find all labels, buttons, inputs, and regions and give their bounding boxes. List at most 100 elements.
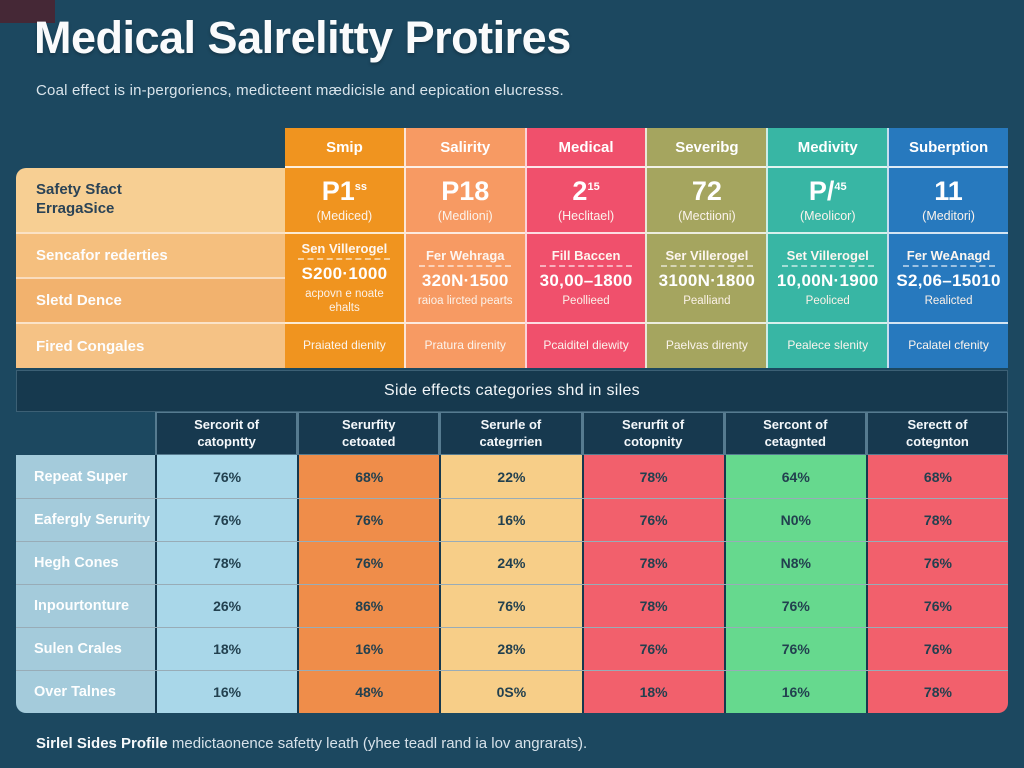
profile-footnote-cell: Pealece slenity <box>766 322 888 368</box>
score-sup: 45 <box>834 181 847 194</box>
footer-note: Sirlel Sides Profile medictaonence safet… <box>36 735 587 752</box>
header-line2: catopntty <box>197 433 256 449</box>
profile-column-header: Medical <box>524 128 646 168</box>
profile-row-label: Sletd Dence <box>16 277 285 322</box>
matrix-row: Eafergly Serurity 76% 76% 16% 76% N0% 78… <box>16 498 1008 541</box>
profile-score-cell: 11 (Meditori) <box>887 168 1008 232</box>
matrix-cell: 26% <box>155 585 298 627</box>
matrix-cell: 22% <box>439 455 582 498</box>
profile-column-header: Severibg <box>645 128 767 168</box>
matrix-cell: N0% <box>723 499 866 541</box>
header-line2: cetagnted <box>764 433 826 449</box>
matrix-cell: 76% <box>439 585 582 627</box>
footnote-text: Praiated dienity <box>303 338 386 353</box>
detail-value: S200·1000 <box>301 263 388 283</box>
matrix-cell: 76% <box>155 455 298 498</box>
matrix-cell: 76% <box>155 499 298 541</box>
detail-note: Peollieed <box>562 294 610 307</box>
matrix-cell: N8% <box>723 542 866 584</box>
detail-note: acpovn e noate ehalts <box>305 287 384 314</box>
matrix-row-label: Over Talnes <box>16 671 155 713</box>
matrix-column-header: Serurfit of cotopnity <box>581 412 724 455</box>
detail-title: Sen Villerogel <box>301 240 388 256</box>
profile-footnote-cell: Pratura direnity <box>403 322 525 368</box>
matrix-row-label: Hegh Cones <box>16 542 155 584</box>
profile-row-label: Fired Congales <box>16 322 285 368</box>
score-unit: (Mediced) <box>316 208 373 223</box>
matrix-cell: 76% <box>581 628 724 670</box>
profile-detail-cell: Set Villerogel 10,00N·1900 Peoliced <box>766 232 888 322</box>
dashed-divider <box>540 264 633 267</box>
matrix-cell: 76% <box>723 585 866 627</box>
profile-table-header-row: Smip Salirity Medical Severibg Medivity … <box>285 128 1008 168</box>
matrix-row: Inpourtonture 26% 86% 76% 78% 76% 76% <box>16 584 1008 627</box>
dashed-divider <box>298 257 391 260</box>
header-line2: cotegnton <box>906 433 969 449</box>
profile-footnote-row: Praiated dienity Pratura direnity Pcaidi… <box>285 322 1008 368</box>
detail-note: raioa lircted pearts <box>417 294 513 307</box>
matrix-cell: 64% <box>723 455 866 498</box>
detail-value: 30,00–1800 <box>539 270 633 290</box>
profile-detail-cell: Fill Baccen 30,00–1800 Peollieed <box>524 232 646 322</box>
score-value: 72 <box>692 177 722 205</box>
profile-table-body: P1ss (Mediced) P18 (Medlioni) 215 (Hecli… <box>285 168 1008 368</box>
profile-score-cell: P18 (Medlioni) <box>403 168 525 232</box>
score-number: 72 <box>691 176 722 207</box>
matrix-cell: 48% <box>297 671 440 713</box>
matrix-row: Repeat Super 76% 68% 22% 78% 64% 68% <box>16 455 1008 498</box>
matrix-cell: 78% <box>865 499 1008 541</box>
profile-column-header: Smip <box>285 128 404 168</box>
profile-row-label: Sencafor rederties <box>16 232 285 277</box>
profile-row-label: Safety Sfact ErragaSice <box>16 168 285 232</box>
score-unit: (Meolicor) <box>799 208 856 223</box>
matrix-cell: 16% <box>297 628 440 670</box>
score-value: P18 <box>441 177 489 205</box>
profile-footnote-cell: Praiated dienity <box>285 322 404 368</box>
profile-score-cell: 72 (Mectiioni) <box>645 168 767 232</box>
matrix-row: Sulen Crales 18% 16% 28% 76% 76% 76% <box>16 627 1008 670</box>
detail-value: 3100N·1800 <box>658 270 756 290</box>
profile-column-header: Suberption <box>887 128 1008 168</box>
matrix-cell: 76% <box>297 499 440 541</box>
corner-accent-mark <box>0 0 55 23</box>
matrix-column-header: Sercorit of catopntty <box>155 412 298 455</box>
footnote-text: Pealece slenity <box>787 338 869 353</box>
detail-note: Realicted <box>924 294 973 307</box>
matrix-row-label: Inpourtonture <box>16 585 155 627</box>
matrix-cell: 76% <box>723 628 866 670</box>
footnote-text: Pcaiditel diewity <box>543 338 629 353</box>
page-title: Medical Salrelitty Protires <box>34 12 571 63</box>
score-unit: (Medlioni) <box>437 208 493 223</box>
matrix-cell: 78% <box>865 671 1008 713</box>
matrix-column-header: Serurle of categrrien <box>439 412 582 455</box>
profile-detail-cell: Sen Villerogel S200·1000 acpovn e noate … <box>285 232 404 322</box>
matrix-row: Hegh Cones 78% 76% 24% 78% N8% 76% <box>16 541 1008 584</box>
matrix-cell: 18% <box>581 671 724 713</box>
profile-footnote-cell: Pcaiditel diewity <box>524 322 646 368</box>
matrix-cell: 68% <box>297 455 440 498</box>
matrix-cell: 76% <box>581 499 724 541</box>
profile-row-label-text: Safety Sfact ErragaSice <box>36 181 122 217</box>
profile-column-header: Medivity <box>766 128 888 168</box>
footnote-text: Paelvas direnty <box>665 338 748 353</box>
header-line1: Serurfity <box>342 417 396 433</box>
matrix-row-label: Repeat Super <box>16 455 155 498</box>
score-value: 215 <box>572 177 599 205</box>
matrix-cell: 76% <box>865 585 1008 627</box>
score-number: 11 <box>934 176 963 207</box>
matrix-cell: 78% <box>581 542 724 584</box>
dashed-divider <box>902 264 995 267</box>
matrix-cell: 16% <box>723 671 866 713</box>
profile-score-row: P1ss (Mediced) P18 (Medlioni) 215 (Hecli… <box>285 168 1008 232</box>
matrix-cell: 16% <box>439 499 582 541</box>
score-unit: (Heclitael) <box>557 208 615 223</box>
profile-detail-cell: Fer Wehraga 320N·1500 raioa lircted pear… <box>403 232 525 322</box>
matrix-cell: 0S% <box>439 671 582 713</box>
profile-score-cell: P1ss (Mediced) <box>285 168 404 232</box>
profile-table-row-labels: Safety Sfact ErragaSice Sencafor rederti… <box>16 168 285 368</box>
score-number: 2 <box>572 176 588 207</box>
matrix-cell: 76% <box>865 628 1008 670</box>
profile-score-cell: P/45 (Meolicor) <box>766 168 888 232</box>
dashed-divider <box>781 264 874 267</box>
matrix-column-header: Sercont of cetagnted <box>723 412 866 455</box>
